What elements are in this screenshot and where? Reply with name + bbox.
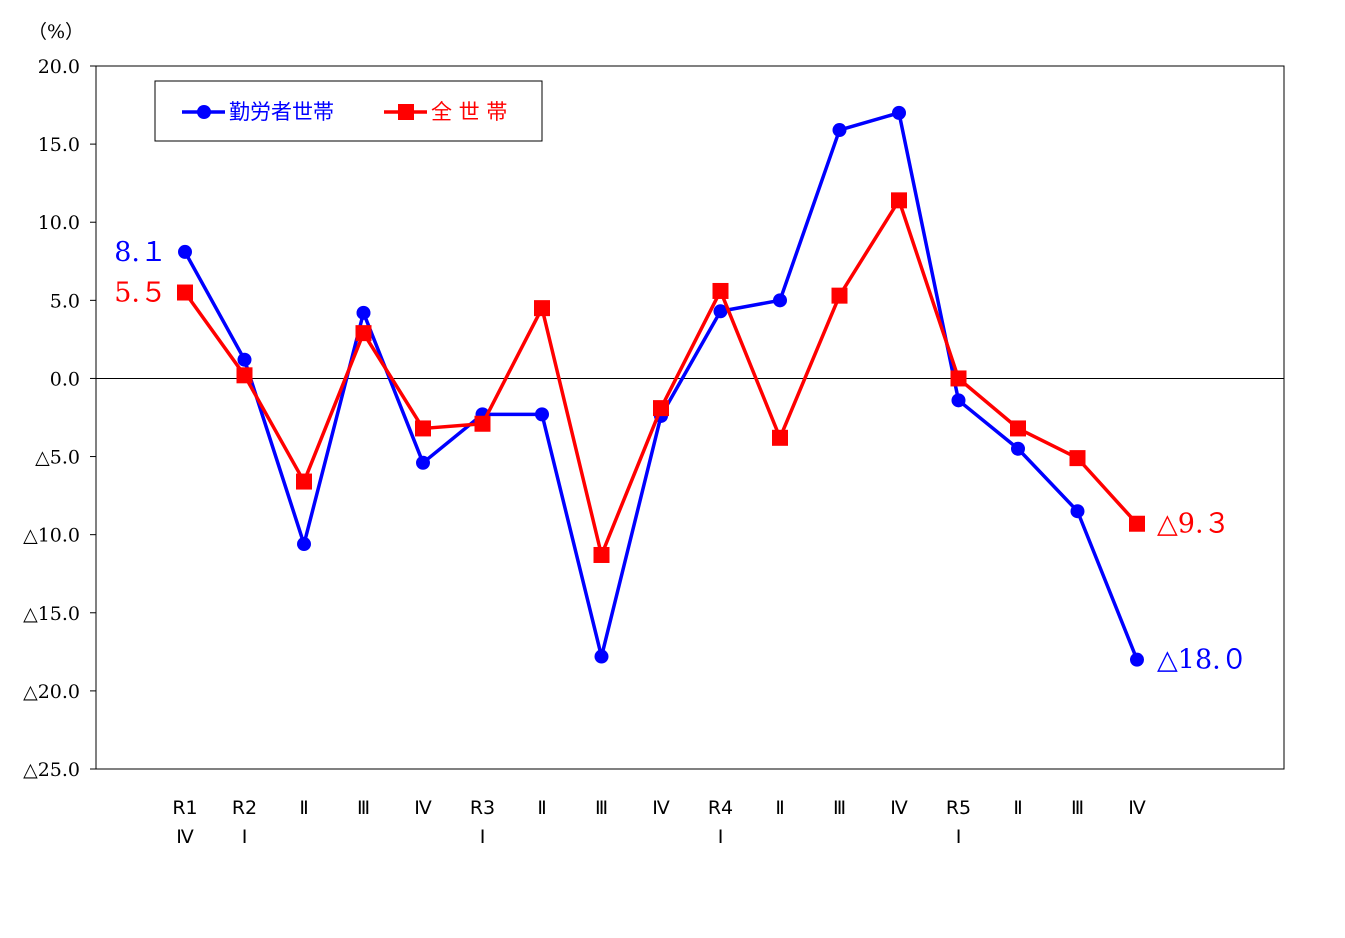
x-tick-label: Ⅰ bbox=[480, 826, 486, 848]
data-point bbox=[178, 244, 192, 259]
legend-label: 勤労者世帯 bbox=[229, 100, 334, 124]
series-layer bbox=[177, 105, 1145, 667]
y-tick-label: △20.0 bbox=[23, 681, 80, 703]
y-axis: 20.0 15.0 10.0 5.0 0.0 △5.0 △10.0 △15.0 △20.0 △25… bbox=[23, 56, 1284, 781]
series-2 bbox=[177, 192, 1145, 563]
data-point bbox=[773, 293, 787, 308]
y-tick-label: △10.0 bbox=[23, 525, 80, 547]
data-point bbox=[712, 282, 729, 299]
y-tick-label: 15.0 bbox=[38, 134, 80, 156]
x-tick-label: R3 bbox=[470, 797, 495, 819]
y-tick-label: △5.0 bbox=[35, 447, 80, 469]
legend-label: 全 世 帯 bbox=[431, 100, 507, 124]
data-point bbox=[653, 400, 669, 417]
data-point bbox=[1070, 504, 1085, 519]
data-point bbox=[534, 300, 550, 317]
x-tick-label: R4 bbox=[708, 797, 733, 819]
y-tick-label: 5.0 bbox=[50, 290, 80, 312]
data-point bbox=[237, 352, 252, 367]
data-point bbox=[416, 455, 430, 470]
data-point bbox=[474, 415, 491, 432]
x-tick-label: Ⅰ bbox=[242, 826, 248, 848]
y-tick-label: 0.0 bbox=[50, 368, 80, 390]
data-point bbox=[891, 192, 907, 209]
data-point bbox=[1069, 450, 1086, 467]
legend-entry: 勤労者世帯 bbox=[182, 100, 334, 124]
data-point bbox=[594, 649, 609, 664]
x-tick-label: Ⅱ bbox=[1013, 797, 1022, 819]
x-tick-label: Ⅰ bbox=[718, 826, 724, 848]
legend: 勤労者世帯 全 世 帯 bbox=[154, 80, 543, 142]
data-point bbox=[296, 473, 312, 490]
y-unit-label: （%） bbox=[28, 21, 84, 43]
legend-entry: 全 世 帯 bbox=[384, 100, 507, 124]
value-callout: △9.３ bbox=[1157, 509, 1231, 540]
data-point bbox=[892, 105, 906, 120]
data-point bbox=[236, 367, 253, 384]
data-point bbox=[1129, 515, 1145, 532]
y-tick-label: △25.0 bbox=[23, 759, 80, 781]
data-point bbox=[535, 407, 549, 422]
value-callout: 8.１ bbox=[114, 237, 167, 268]
x-tick-label: Ⅲ bbox=[595, 797, 608, 819]
data-point bbox=[1011, 441, 1025, 456]
data-point bbox=[415, 420, 431, 437]
x-tick-label: Ⅲ bbox=[1071, 797, 1084, 819]
x-tick-label: Ⅱ bbox=[775, 797, 784, 819]
annotation-layer: 8.１ 5.５ △9.３ △18.０ bbox=[114, 237, 1247, 676]
series-line bbox=[183, 198, 1139, 557]
legend-marker bbox=[398, 104, 414, 120]
data-point bbox=[832, 123, 847, 138]
y-tick-label: △15.0 bbox=[23, 603, 80, 625]
data-point bbox=[1010, 420, 1026, 437]
data-point bbox=[950, 370, 967, 387]
value-callout: △18.０ bbox=[1157, 645, 1248, 676]
x-tick-label: Ⅲ bbox=[833, 797, 846, 819]
x-tick-label: Ⅳ bbox=[1128, 797, 1146, 819]
data-point bbox=[297, 537, 311, 552]
y-tick-label: 20.0 bbox=[38, 56, 80, 78]
x-tick-label: Ⅲ bbox=[357, 797, 370, 819]
x-tick-label: Ⅱ bbox=[299, 797, 308, 819]
data-point bbox=[831, 287, 848, 304]
x-tick-label: R1 bbox=[172, 797, 197, 819]
data-point bbox=[713, 304, 728, 319]
value-callout: 5.５ bbox=[114, 278, 167, 309]
x-axis: R1 Ⅳ R2 Ⅰ Ⅱ Ⅲ Ⅳ R3 Ⅰ Ⅱ Ⅲ Ⅳ R4 Ⅰ Ⅱ Ⅲ Ⅳ R5 Ⅰ Ⅱ Ⅲ Ⅳ bbox=[172, 797, 1146, 848]
data-point bbox=[356, 305, 371, 320]
x-tick-label: Ⅱ bbox=[537, 797, 546, 819]
series-1 bbox=[178, 105, 1144, 667]
data-point bbox=[177, 284, 193, 301]
y-tick-label: 10.0 bbox=[38, 212, 80, 234]
data-point bbox=[593, 546, 610, 563]
series-line bbox=[183, 111, 1139, 661]
data-point bbox=[951, 393, 966, 408]
x-tick-label: R5 bbox=[946, 797, 971, 819]
x-tick-label: Ⅳ bbox=[414, 797, 432, 819]
x-tick-label: Ⅳ bbox=[176, 826, 194, 848]
legend-marker bbox=[197, 105, 211, 119]
data-point bbox=[355, 325, 372, 342]
x-tick-label: R2 bbox=[232, 797, 257, 819]
plot-area bbox=[95, 65, 1285, 770]
x-tick-label: Ⅳ bbox=[652, 797, 670, 819]
data-point bbox=[772, 429, 788, 446]
x-tick-label: Ⅳ bbox=[890, 797, 908, 819]
data-point bbox=[1130, 652, 1144, 667]
x-tick-label: Ⅰ bbox=[956, 826, 962, 848]
